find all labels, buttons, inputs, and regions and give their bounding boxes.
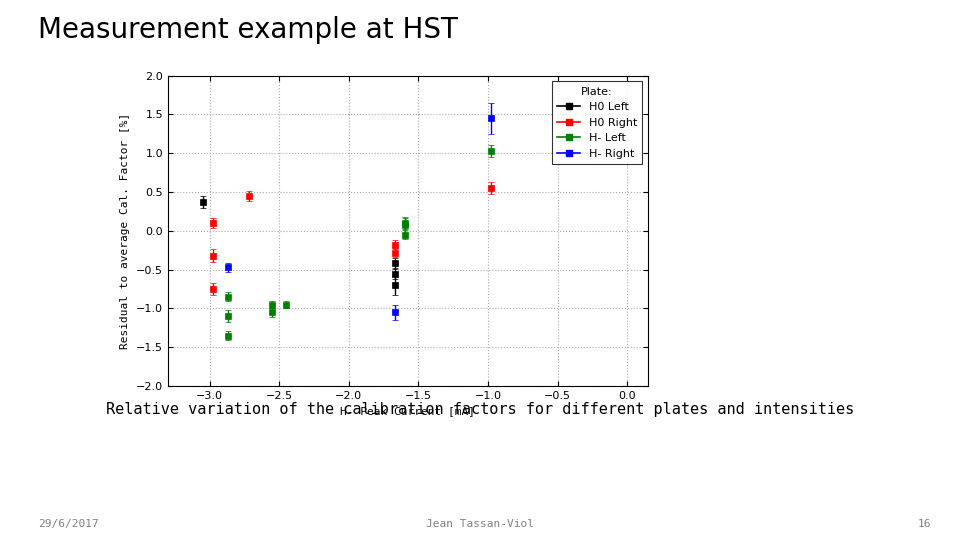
Text: 16: 16 (918, 519, 931, 529)
Text: Relative variation of the calibration factors for different plates and intensiti: Relative variation of the calibration fa… (106, 402, 854, 417)
Text: 29/6/2017: 29/6/2017 (38, 519, 99, 529)
X-axis label: H- Peak Current [mA]: H- Peak Current [mA] (341, 407, 475, 416)
Text: Jean Tassan-Viol: Jean Tassan-Viol (426, 519, 534, 529)
Y-axis label: Residual to average Cal. Factor [%]: Residual to average Cal. Factor [%] (120, 113, 131, 349)
Text: Measurement example at HST: Measurement example at HST (38, 16, 458, 44)
Legend: H0 Left, H0 Right, H- Left, H- Right: H0 Left, H0 Right, H- Left, H- Right (552, 81, 642, 165)
